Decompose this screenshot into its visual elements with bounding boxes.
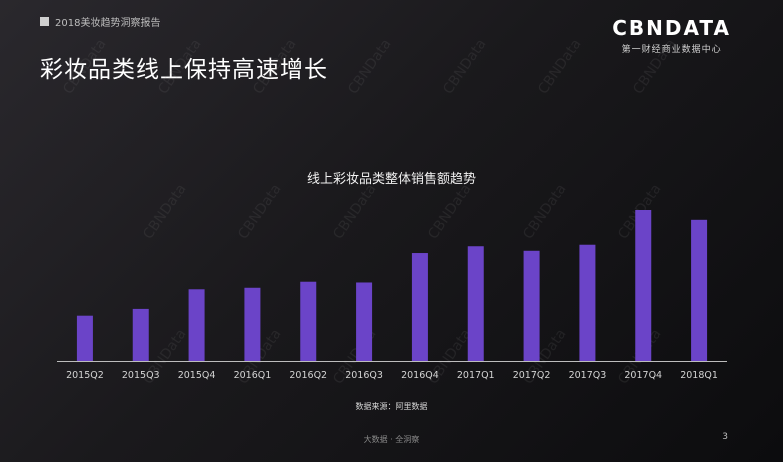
x-tick-label: 2017Q2 (513, 370, 551, 381)
data-source: 数据来源：阿里数据 (355, 402, 428, 411)
cbndata-logo: CBNDATA 第一财经商业数据中心 (612, 16, 731, 55)
bar-2015Q3 (132, 308, 149, 361)
bar-2016Q3 (356, 282, 373, 361)
x-tick-label: 2017Q4 (624, 370, 662, 381)
watermark-text: CBNData (250, 36, 299, 97)
bar-2017Q1 (467, 246, 484, 361)
watermark-text: CBNData (630, 36, 679, 97)
x-tick-label: 2015Q4 (178, 370, 216, 381)
chart-title: 线上彩妆品类整体销售额趋势 (306, 172, 476, 187)
report-tag: 2018美妆趋势洞察报告 (40, 14, 160, 29)
tag-square-icon (40, 17, 49, 26)
watermark-text: CBNData (345, 36, 394, 97)
watermark-text: CBNData (140, 181, 189, 242)
bar-2015Q2 (76, 315, 93, 361)
x-tick-label: 2018Q1 (680, 370, 718, 381)
bar-2016Q4 (411, 253, 428, 361)
watermark-text: CBNData (60, 36, 109, 97)
page-number: 3 (722, 432, 728, 442)
bar-2017Q2 (523, 250, 540, 361)
bar-2017Q4 (635, 210, 652, 361)
page-title: 彩妆品类线上保持高速增长 (40, 57, 328, 83)
x-tick-label: 2017Q1 (457, 370, 495, 381)
bar-2018Q1 (691, 219, 708, 361)
bar-2017Q3 (579, 244, 596, 361)
watermark-text: CBNData (520, 181, 569, 242)
bar-2015Q4 (188, 289, 205, 361)
watermark-text: CBNData (330, 181, 379, 242)
x-tick-label: 2015Q2 (66, 370, 104, 381)
logo-subtitle: 第一财经商业数据中心 (621, 45, 722, 55)
report-tag-label: 2018美妆趋势洞察报告 (55, 18, 161, 29)
logo-text: CBNDATA (612, 16, 731, 40)
watermark-text: CBNData (440, 36, 489, 97)
x-tick-label: 2017Q3 (569, 370, 607, 381)
watermark-text: CBNData (235, 181, 284, 242)
x-tick-labels: 2015Q2 2015Q3 2015Q4 2016Q1 2016Q2 2016Q3 2016… (66, 370, 718, 381)
bars-group (76, 210, 708, 361)
watermark-text: CBNData (535, 36, 584, 97)
x-tick-label: 2016Q4 (401, 370, 439, 381)
x-tick-label: 2016Q3 (345, 370, 383, 381)
bar-2016Q2 (300, 281, 317, 361)
x-tick-label: 2015Q3 (122, 370, 160, 381)
x-tick-label: 2016Q1 (234, 370, 272, 381)
watermark-text: CBNData (155, 36, 204, 97)
watermark-text: CBNData (425, 181, 474, 242)
x-tick-label: 2016Q2 (289, 370, 327, 381)
bar-2016Q1 (244, 287, 261, 361)
footer-slogan: 大数据 · 全洞察 (363, 435, 420, 444)
